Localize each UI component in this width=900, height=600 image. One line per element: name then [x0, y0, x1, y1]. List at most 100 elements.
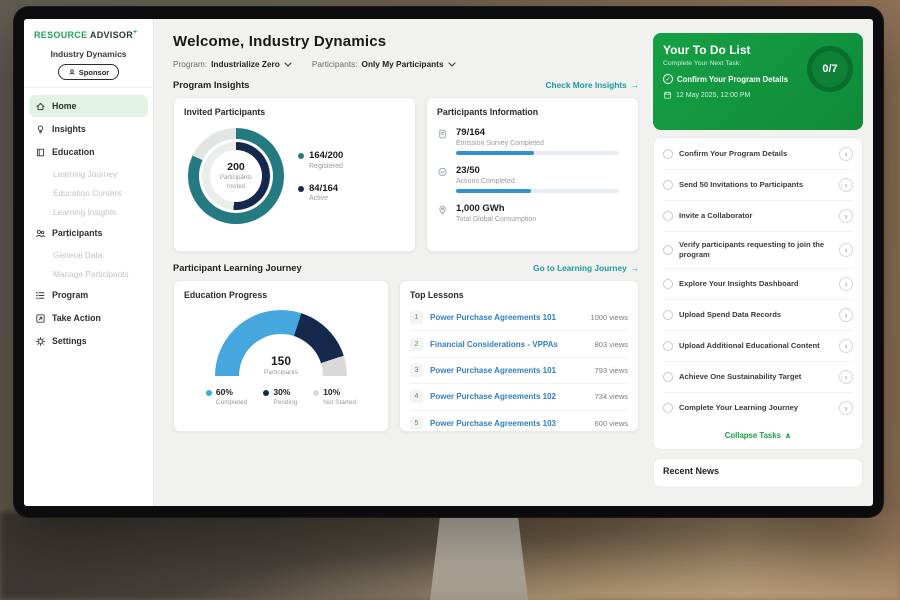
- app-logo: RESOURCE ADVISOR+: [24, 29, 153, 40]
- insights-icon: [35, 124, 46, 135]
- sidebar-item-label: Home: [52, 101, 77, 111]
- calendar-icon: [663, 90, 672, 100]
- task-chevron-icon[interactable]: ›: [839, 369, 853, 384]
- go-to-learning-journey-link[interactable]: Go to Learning Journey →: [533, 263, 639, 273]
- lesson-views: 803 views: [594, 339, 628, 349]
- legend-value: 60%: [215, 387, 233, 397]
- task-item[interactable]: Confirm Your Program Details ›: [663, 139, 853, 170]
- task-item[interactable]: Upload Spend Data Records ›: [663, 300, 853, 331]
- stat-value: 1,000 GWh: [456, 203, 505, 214]
- task-label: Achieve One Sustainability Target: [679, 371, 802, 381]
- sidebar-item-take-action[interactable]: Take Action: [29, 307, 148, 329]
- task-label: Explore Your Insights Dashboard: [679, 278, 799, 288]
- task-checkbox[interactable]: [663, 244, 673, 255]
- lessons-list: 1 Power Purchase Agreements 101 1000 vie…: [410, 305, 628, 436]
- sidebar-item-manage-participants[interactable]: Manage Participants: [29, 264, 148, 283]
- progress-bar-track: [456, 189, 620, 193]
- lesson-link[interactable]: Power Purchase Agreements 103: [430, 418, 556, 428]
- task-chevron-icon[interactable]: ›: [839, 338, 853, 353]
- task-item[interactable]: Complete Your Learning Journey ›: [663, 393, 853, 423]
- recent-news-title: Recent News: [663, 465, 720, 476]
- task-checkbox[interactable]: [663, 340, 673, 351]
- task-checkbox[interactable]: [663, 371, 673, 382]
- task-label: Verify participants requesting to join t…: [679, 240, 825, 259]
- task-checkbox[interactable]: [663, 402, 673, 413]
- task-chevron-icon[interactable]: ›: [839, 276, 853, 291]
- todo-header-card: Your To Do List Complete Your Next Task:…: [653, 33, 863, 130]
- invited-donut-wrap: 200 Participants Invited 164/200: [184, 128, 405, 224]
- invited-participants-donut: 200 Participants Invited: [188, 128, 284, 224]
- legend-label: Registered: [309, 162, 343, 170]
- task-item[interactable]: Explore Your Insights Dashboard ›: [663, 269, 853, 300]
- learning-journey-header: Participant Learning Journey Go to Learn…: [173, 263, 639, 273]
- main-content: Welcome, Industry Dynamics Program: Indu…: [154, 19, 651, 506]
- program-filter[interactable]: Program: Industrialize Zero: [173, 59, 292, 69]
- logo-text-resource: RESOURCE: [34, 30, 88, 40]
- task-chevron-icon[interactable]: ›: [839, 147, 853, 161]
- logo-text-advisor: ADVISOR: [89, 30, 133, 40]
- task-chevron-icon[interactable]: ›: [839, 400, 853, 415]
- sidebar-item-learning-insights[interactable]: Learning Insights: [29, 202, 148, 221]
- task-checkbox[interactable]: [663, 149, 673, 159]
- progress-bar-fill: [456, 151, 535, 155]
- check-more-insights-link[interactable]: Check More Insights →: [546, 80, 639, 90]
- education-icon: [35, 147, 46, 158]
- stat-value: 23/50: [456, 165, 480, 176]
- task-item[interactable]: Upload Additional Educational Content ›: [663, 331, 853, 362]
- task-chevron-icon[interactable]: ›: [839, 307, 853, 322]
- lesson-link[interactable]: Power Purchase Agreements 101: [430, 365, 556, 375]
- legend-value: 30%: [273, 387, 291, 397]
- check-circle-icon: ✓: [663, 74, 673, 84]
- lesson-views: 600 views: [594, 418, 628, 428]
- lesson-link[interactable]: Power Purchase Agreements 101: [430, 313, 556, 323]
- sponsor-badge[interactable]: Sponsor: [57, 64, 120, 80]
- org-name: Industry Dynamics: [50, 49, 127, 59]
- collapse-tasks-link[interactable]: Collapse Tasks ∧: [663, 423, 853, 446]
- lesson-row: 2 Financial Considerations - VPPAs 803 v…: [410, 331, 628, 358]
- task-chevron-icon[interactable]: ›: [839, 178, 853, 192]
- sidebar-item-education[interactable]: Education: [29, 141, 148, 163]
- task-checkbox[interactable]: [663, 278, 673, 289]
- participants-filter[interactable]: Participants: Only My Participants: [312, 59, 456, 69]
- legend-label: Pending: [273, 398, 298, 406]
- lesson-link[interactable]: Power Purchase Agreements 102: [430, 392, 556, 402]
- task-checkbox[interactable]: [663, 211, 673, 221]
- sidebar-item-participants[interactable]: Participants: [29, 222, 148, 244]
- task-checkbox[interactable]: [663, 309, 673, 320]
- sidebar-item-insights[interactable]: Insights: [29, 118, 148, 140]
- todo-due-date: 12 May 2025, 12:00 PM: [676, 91, 751, 99]
- task-chevron-icon[interactable]: ›: [839, 209, 853, 223]
- program-filter-label: Program:: [173, 59, 208, 69]
- education-progress-gauge: 150 Participants: [215, 310, 347, 376]
- sidebar-item-learning-journey[interactable]: Learning Journey: [29, 164, 148, 183]
- legend-item-pending: 30% Pending: [263, 387, 297, 406]
- todo-next-task[interactable]: ✓ Confirm Your Program Details: [663, 74, 803, 84]
- lesson-row: 5 Power Purchase Agreements 103 600 view…: [410, 411, 628, 436]
- task-chevron-icon[interactable]: ›: [839, 242, 853, 257]
- learning-cards-row: Education Progress 150 Participants: [173, 280, 639, 432]
- task-label: Send 50 Invitations to Participants: [679, 180, 804, 190]
- sidebar-item-home[interactable]: Home: [29, 95, 148, 117]
- task-item[interactable]: Achieve One Sustainability Target ›: [663, 362, 853, 393]
- sidebar-item-settings[interactable]: Settings: [29, 330, 148, 352]
- sidebar-item-general-data[interactable]: General Data: [29, 245, 148, 264]
- filter-bar: Program: Industrialize Zero Participants…: [173, 59, 639, 69]
- legend-dot: [313, 390, 320, 396]
- lesson-row: 3 Power Purchase Agreements 101 793 view…: [410, 358, 628, 385]
- sidebar-item-education-content[interactable]: Education Content: [29, 183, 148, 202]
- sponsor-person-icon: [68, 68, 76, 76]
- participants-filter-value: Only My Participants: [361, 59, 444, 69]
- actions-icon: [437, 165, 449, 193]
- lesson-rank: 3: [410, 363, 423, 377]
- task-item[interactable]: Invite a Collaborator ›: [663, 201, 853, 232]
- section-title: Program Insights: [173, 80, 250, 90]
- sidebar-item-program[interactable]: Program: [29, 284, 148, 306]
- lesson-rank: 2: [410, 337, 423, 351]
- task-item[interactable]: Verify participants requesting to join t…: [663, 232, 853, 269]
- settings-gear-icon: [35, 336, 46, 347]
- task-item[interactable]: Send 50 Invitations to Participants ›: [663, 170, 853, 201]
- task-checkbox[interactable]: [663, 180, 673, 190]
- sidebar-item-label: Participants: [52, 228, 103, 238]
- lesson-link[interactable]: Financial Considerations - VPPAs: [430, 339, 558, 349]
